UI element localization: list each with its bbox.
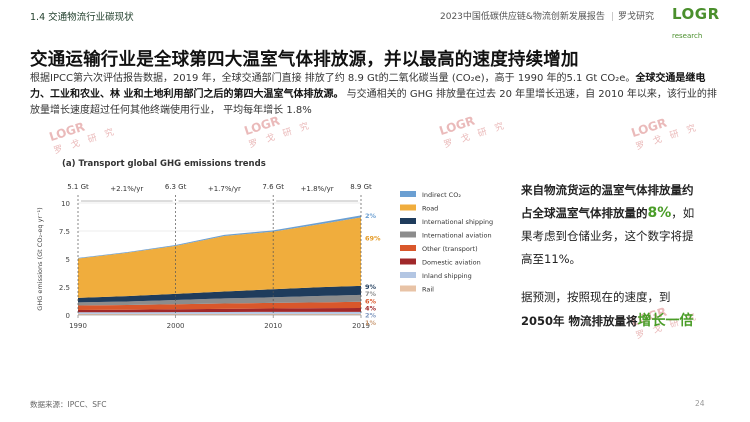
legend-label: Other (transport): [422, 245, 478, 253]
forecast-line-1: 据预测，按照现在的速度，到: [521, 290, 671, 304]
page-headline: 交通运输行业是全球第四大温室气体排放源，并以最高的速度持续增加: [30, 50, 579, 70]
share-highlight: 8%: [647, 205, 672, 221]
area-road: [78, 217, 361, 298]
share-line-2: 占全球温室气体排放量的8%，如: [521, 205, 695, 221]
growth-label-bg: [299, 183, 336, 193]
marker-label: 6.3 Gt: [165, 183, 187, 191]
legend-label: International shipping: [422, 218, 493, 226]
logo-subtext: research: [672, 32, 703, 40]
area-inland-shipping: [78, 311, 361, 314]
brand-name: 罗戈研究: [618, 12, 655, 22]
intro-paragraph: 根据IPCC第六次评估报告数据，2019 年，全球交通部门直接 排放了约 8.9…: [30, 71, 722, 119]
growth-label: +1.8%/yr: [301, 185, 334, 193]
area-indirect-co-: [78, 215, 361, 259]
share-label: 6%: [365, 297, 377, 305]
x-tick-label: 2000: [167, 322, 185, 330]
share-label: 4%: [365, 304, 377, 312]
section-title: 1.4 交通物流行业碳现状: [30, 12, 134, 23]
y-tick-label: 2.5: [59, 284, 70, 292]
growth-label: +1.7%/yr: [208, 185, 241, 193]
y-tick-label: 5: [66, 256, 70, 264]
share-line-4: 高至11%。: [521, 252, 582, 266]
growth-label: +2.1%/yr: [110, 185, 143, 193]
y-tick-label: 10: [61, 200, 70, 208]
share-label: 7%: [365, 290, 377, 298]
legend-swatch: [400, 191, 416, 197]
growth-label-bg: [108, 183, 145, 193]
area-other-transport-: [78, 301, 361, 310]
page-number: 24: [695, 399, 705, 408]
paragraph-part-3: 与交通相关的 GHG 排放量在过去 20 年里增长迅速，自 2010 年以来，该…: [30, 89, 717, 116]
title-separator: |: [610, 12, 614, 22]
share-line-1: 来自物流货运的温室气体排放量约: [521, 183, 694, 197]
area-domestic-aviation: [78, 307, 361, 313]
report-title: 2023中国低碳供应链&物流创新发展报告 |: [440, 9, 617, 22]
y-axis-label: GHG emissions (Gt CO₂-eq yr⁻¹): [36, 207, 44, 310]
paragraph-bold: 全球交通是继电力、工业和农业、林 业和土地利用部门之后的第四大温室气体排放源。: [30, 73, 706, 100]
share-label: 2%: [365, 212, 377, 220]
paragraph-part-1: 根据IPCC第六次评估报告数据，2019 年，全球交通部门直接 排放了约 8.9…: [30, 73, 636, 84]
share-label: 2%: [365, 312, 377, 320]
legend-swatch: [400, 204, 416, 211]
legend-swatch: [400, 245, 416, 251]
forecast-line-2: 2050年 物流排放量将增长一倍: [521, 313, 694, 329]
marker-label: 8.9 Gt: [350, 183, 372, 191]
report-title-text: 2023中国低碳供应链&物流创新发展报告: [440, 12, 605, 22]
legend-label: Indirect CO₂: [422, 191, 461, 199]
chart-title: (a) Transport global GHG emissions trend…: [62, 159, 266, 169]
share-label: 1%: [365, 319, 377, 327]
legend-swatch: [400, 272, 416, 278]
forecast-highlight: 增长一倍: [637, 313, 694, 329]
data-source: 数据来源：IPCC、SFC: [30, 400, 107, 409]
marker-label: 7.6 Gt: [262, 183, 284, 191]
x-tick-label: 2010: [264, 322, 282, 330]
growth-label-bg: [206, 183, 243, 193]
legend-swatch: [400, 258, 416, 265]
emissions-area-chart: 0 2.5 5 7.5 10 1990 2000 2010 2019 5.1 Gt 6.3 Gt 7.…: [36, 183, 493, 330]
marker-label: 5.1 Gt: [67, 183, 89, 191]
legend-label: Domestic aviation: [422, 259, 481, 267]
y-tick-label: 7.5: [59, 228, 70, 236]
legend-swatch: [400, 285, 416, 292]
x-tick-label: 1990: [69, 322, 87, 330]
logistics-share-text: 来自物流货运的温室气体排放量约 占全球温室气体排放量的8%，如 果考虑到仓储业务…: [521, 179, 721, 271]
legend-label: International aviation: [422, 232, 492, 240]
x-tick-label: 2019: [352, 322, 370, 330]
legend-label: Rail: [422, 286, 434, 294]
share-label: 69%: [365, 235, 381, 243]
forecast-text: 据预测，按照现在的速度，到 2050年 物流排放量将增长一倍: [521, 285, 731, 333]
area-international-shipping: [78, 285, 361, 303]
logo-text: LOGR: [672, 5, 720, 23]
area-international-aviation: [78, 294, 361, 306]
legend-swatch: [400, 218, 416, 224]
legend-swatch: [400, 231, 416, 238]
legend-label: Inland shipping: [422, 272, 472, 280]
share-label: 9%: [365, 283, 377, 291]
legend-label: Road: [422, 205, 438, 213]
logr-logo: LOGR research: [672, 4, 742, 40]
y-tick-label: 0: [66, 312, 70, 320]
share-line-3: 果考虑到仓储业务，这个数字将提: [521, 229, 694, 243]
